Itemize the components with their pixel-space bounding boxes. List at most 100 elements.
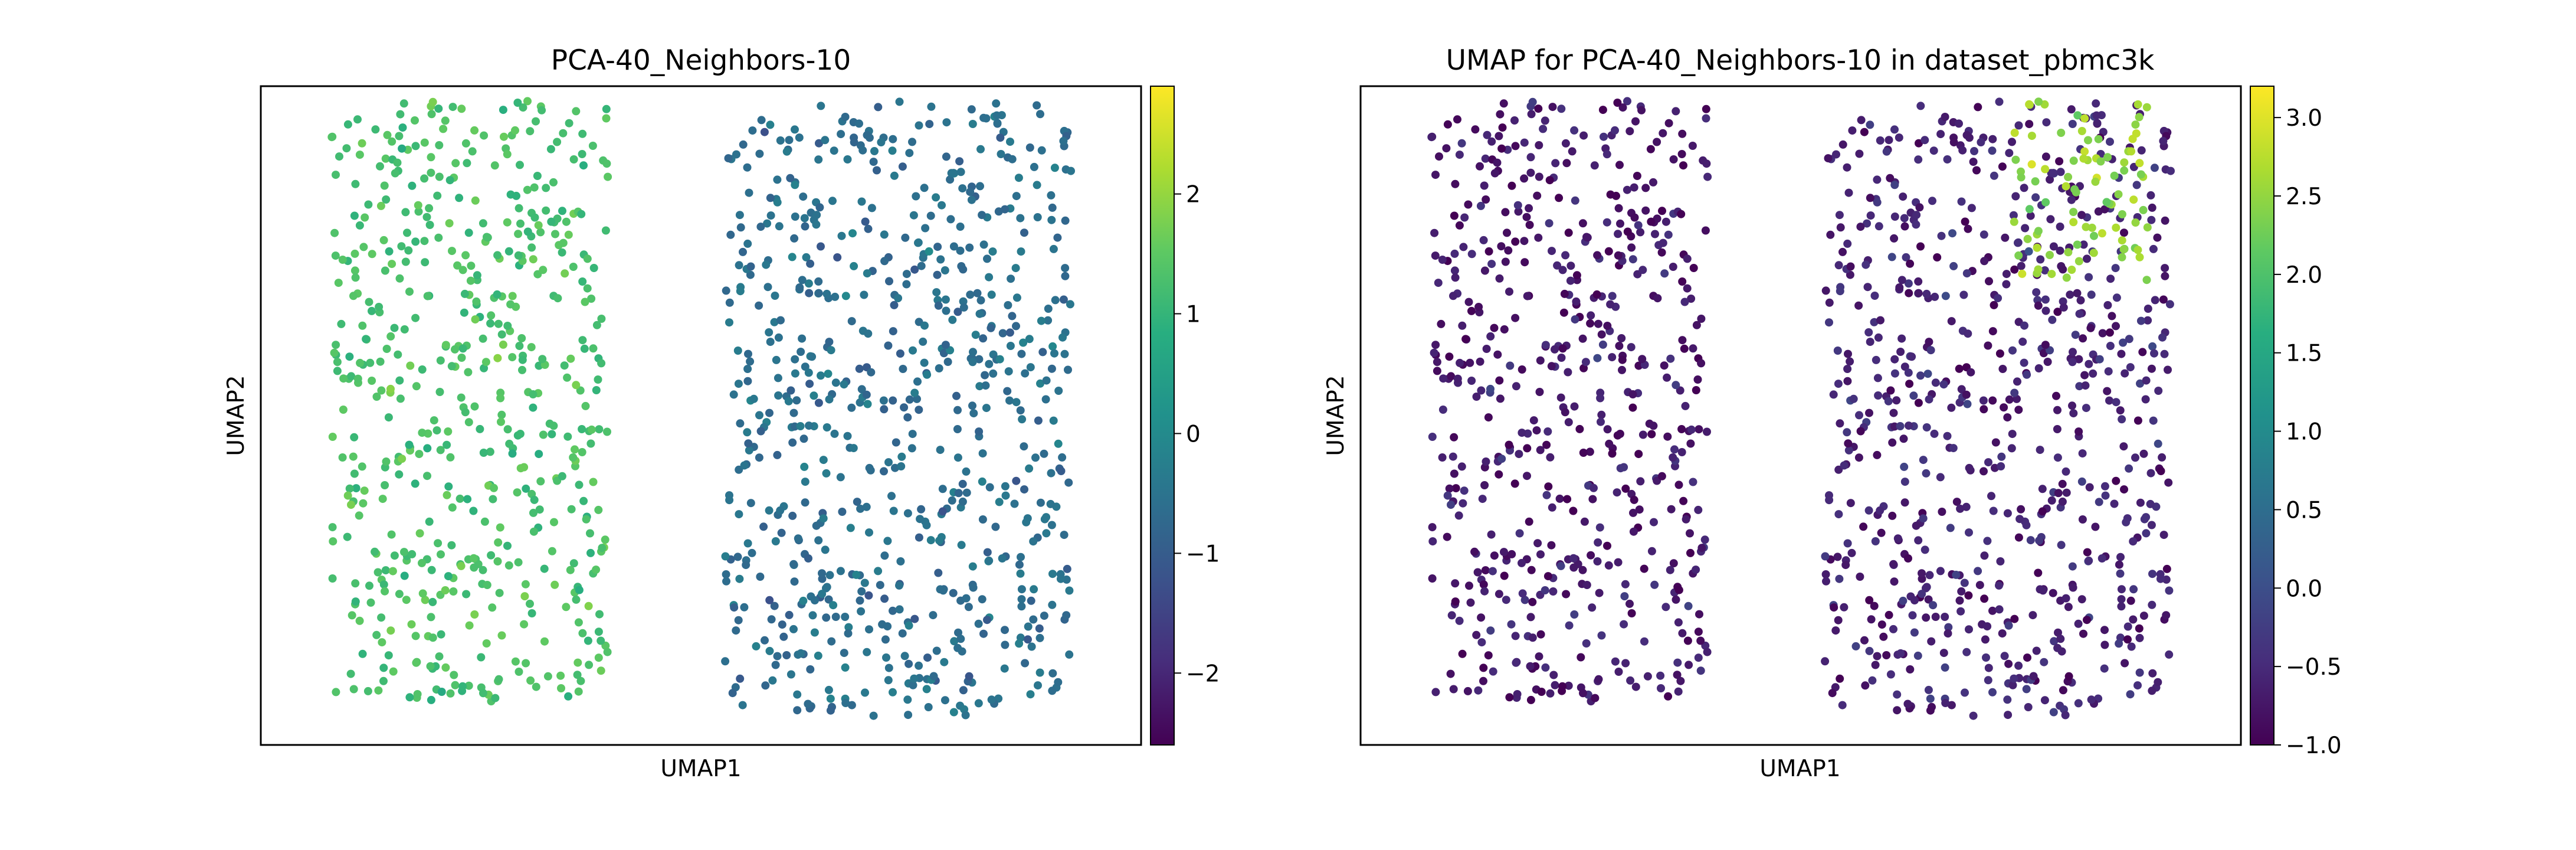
scatter-point: [2041, 306, 2050, 315]
scatter-point: [2047, 496, 2056, 505]
scatter-point: [602, 104, 611, 113]
scatter-point: [2009, 211, 2018, 220]
scatter-point: [441, 341, 450, 349]
scatter-point: [855, 364, 864, 373]
scatter-point: [856, 504, 865, 513]
scatter-point: [858, 146, 867, 155]
scatter-point: [1843, 163, 1851, 172]
scatter-point: [762, 260, 771, 269]
scatter-point: [1874, 391, 1883, 400]
scatter-point: [1702, 159, 1711, 168]
scatter-point: [950, 637, 959, 646]
scatter-point: [1856, 427, 1865, 436]
scatter-point: [978, 595, 987, 604]
scatter-point: [1621, 580, 1630, 589]
scatter-point: [346, 669, 355, 678]
scatter-point: [790, 234, 799, 243]
scatter-point: [2004, 621, 2013, 630]
scatter-point: [2139, 449, 2148, 458]
scatter-point: [1489, 667, 1497, 676]
scatter-point: [1500, 548, 1508, 557]
scatter-point: [569, 155, 578, 164]
scatter-point: [1047, 215, 1056, 224]
scatter-point: [1551, 345, 1559, 354]
scatter-point: [766, 338, 775, 346]
scatter-point: [1031, 453, 1040, 462]
scatter-point: [2085, 273, 2093, 282]
scatter-point: [395, 274, 404, 283]
scatter-point: [850, 138, 858, 147]
scatter-point: [1048, 600, 1057, 609]
scatter-point: [506, 300, 515, 309]
scatter-point: [583, 284, 592, 293]
scatter-point: [760, 128, 769, 136]
scatter-point: [1984, 341, 1992, 350]
scatter-point: [1872, 355, 1880, 364]
scatter-point: [2087, 695, 2096, 704]
scatter-point: [1486, 626, 1495, 635]
scatter-point: [384, 413, 393, 422]
scatter-point: [566, 565, 575, 574]
scatter-point: [2069, 409, 2078, 418]
scatter-point: [808, 611, 817, 620]
scatter-point: [349, 685, 358, 694]
scatter-point: [1047, 191, 1056, 200]
scatter-point: [1496, 110, 1505, 119]
scatter-point: [812, 220, 821, 229]
scatter-point: [987, 323, 995, 332]
scatter-point: [388, 567, 397, 576]
scatter-point: [1564, 418, 1573, 427]
scatter-point: [824, 595, 833, 604]
scatter-point: [1603, 541, 1611, 550]
scatter-point: [920, 321, 929, 330]
scatter-point: [1974, 103, 1982, 112]
scatter-point: [381, 266, 389, 275]
scatter-point: [1054, 678, 1063, 686]
scatter-point: [1553, 261, 1562, 270]
scatter-point: [942, 152, 951, 161]
scatter-point: [1445, 484, 1454, 493]
scatter-point: [1835, 574, 1844, 583]
scatter-point: [353, 374, 362, 383]
scatter-point: [1998, 162, 2007, 171]
scatter-point: [1627, 343, 1636, 352]
scatter-point: [1629, 527, 1638, 536]
scatter-point: [976, 182, 984, 191]
scatter-point: [1957, 385, 1966, 394]
scatter-point: [401, 208, 410, 217]
scatter-point: [581, 298, 589, 306]
scatter-point: [350, 469, 359, 478]
scatter-point: [2135, 633, 2144, 642]
scatter-point: [1451, 273, 1460, 282]
scatter-point: [563, 432, 572, 441]
scatter-point: [744, 349, 752, 358]
scatter-point: [487, 311, 496, 320]
scatter-point: [743, 239, 752, 248]
scatter-point: [822, 469, 831, 478]
scatter-point: [1477, 638, 1486, 647]
scatter-point: [1825, 298, 1834, 307]
scatter-point: [1965, 528, 1973, 537]
scatter-point: [560, 361, 569, 370]
scatter-point: [1047, 469, 1056, 478]
scatter-point: [448, 247, 456, 256]
scatter-point: [1926, 346, 1935, 355]
scatter-point: [447, 362, 456, 371]
scatter-point: [897, 462, 906, 470]
scatter-point: [739, 247, 747, 256]
scatter-point: [936, 446, 945, 455]
scatter-point: [1548, 103, 1557, 112]
scatter-point: [861, 217, 870, 226]
colorbar-tick-label: 1: [1186, 302, 1201, 328]
scatter-point: [1947, 701, 1956, 710]
scatter-point: [328, 132, 337, 141]
scatter-point: [721, 657, 730, 666]
scatter-point: [1598, 106, 1607, 115]
scatter-point: [1495, 132, 1503, 140]
scatter-point: [451, 345, 459, 354]
scatter-point: [940, 266, 949, 274]
scatter-point: [408, 181, 417, 190]
scatter-point: [1882, 147, 1891, 156]
scatter-point: [1910, 596, 1919, 604]
scatter-point: [804, 368, 813, 377]
